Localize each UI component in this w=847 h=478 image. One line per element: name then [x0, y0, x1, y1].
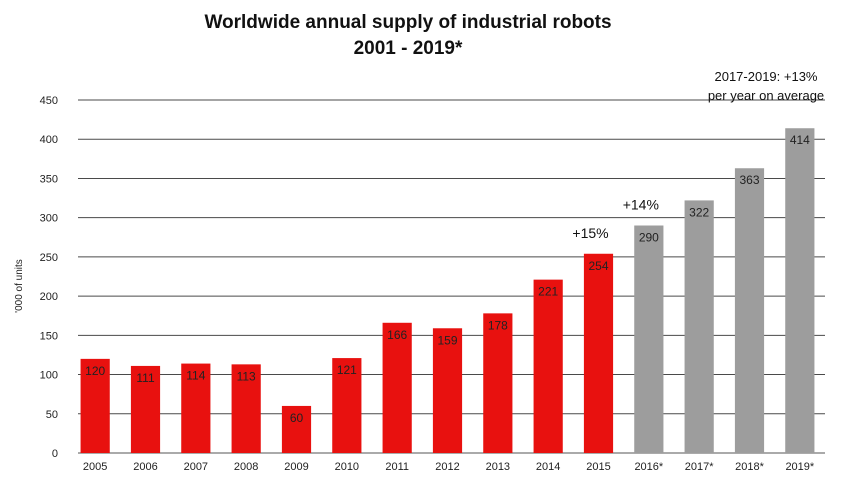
bar-2010	[332, 358, 362, 453]
y-tick-label: 400	[40, 134, 58, 146]
x-tick-label: 2011	[385, 461, 409, 473]
growth-annotation: +14%	[623, 197, 659, 213]
y-tick-labels: 0 50 100 150 200 250 300 350 400 450	[40, 95, 58, 460]
bar-2009	[281, 405, 312, 453]
chart-subtitle: 2001 - 2019*	[354, 38, 463, 59]
x-tick-label: 2019*	[785, 461, 814, 473]
x-tick-label: 2014	[536, 461, 560, 473]
data-label: 114	[186, 369, 205, 383]
y-axis-label: '000 of units	[14, 259, 25, 313]
data-label: 159	[437, 333, 457, 347]
x-tick-label: 2010	[335, 461, 359, 473]
data-label: 414	[790, 133, 810, 147]
bar-2008	[231, 364, 261, 453]
note-line-1: 2017-2019: +13%	[714, 69, 817, 84]
x-tick-label: 2008	[234, 461, 258, 473]
data-label: 120	[85, 364, 105, 378]
growth-annotation: +15%	[572, 225, 608, 241]
bar-2013	[483, 313, 513, 453]
y-tick-label: 350	[40, 173, 58, 185]
bar-2011	[382, 322, 412, 453]
annotations: +15% +14%	[572, 197, 659, 241]
x-tick-label: 2007	[184, 461, 208, 473]
data-label: 166	[387, 328, 407, 342]
bar-2018	[734, 168, 765, 453]
data-label: 121	[337, 363, 357, 377]
y-tick-label: 100	[40, 370, 58, 382]
bar-2012	[432, 328, 463, 453]
x-tick-label: 2016*	[634, 461, 663, 473]
x-tick-label: 2005	[83, 461, 107, 473]
x-tick-labels: 2005 2006 2007 2008 2009 2010 2011 2012 2013 2014…	[83, 461, 815, 473]
y-tick-label: 300	[40, 213, 58, 225]
data-label: 111	[136, 371, 155, 385]
chart-title: Worldwide annual supply of industrial ro…	[204, 12, 611, 33]
data-label: 363	[739, 173, 759, 187]
data-label: 221	[538, 285, 558, 299]
y-tick-label: 0	[52, 448, 58, 460]
data-labels: 120 111 114 113 60 121 166 159 178 221 254 290 322 36…	[85, 133, 810, 425]
x-tick-label: 2006	[133, 461, 157, 473]
y-tick-label: 150	[40, 330, 58, 342]
note-line-2: per year on average	[708, 88, 824, 103]
bar-2015	[583, 253, 614, 453]
data-label: 254	[588, 259, 608, 273]
y-tick-label: 250	[40, 252, 58, 264]
data-label: 113	[237, 369, 256, 383]
data-label: 290	[639, 231, 659, 245]
data-label: 322	[689, 205, 709, 219]
bar-2016	[634, 225, 664, 453]
y-tick-label: 450	[40, 95, 58, 107]
data-label: 178	[488, 318, 508, 332]
x-tick-label: 2012	[435, 461, 459, 473]
bar-2019	[785, 128, 815, 454]
y-tick-label: 200	[40, 291, 58, 303]
bar-2007	[181, 363, 211, 453]
y-tick-label: 50	[46, 409, 58, 421]
bar-2014	[533, 279, 563, 453]
bar-2005	[80, 358, 110, 453]
x-tick-label: 2017*	[685, 461, 714, 473]
x-tick-label: 2015	[586, 461, 610, 473]
x-tick-label: 2018*	[735, 461, 764, 473]
bar-2017	[684, 200, 714, 453]
bar-2006	[130, 365, 161, 453]
x-tick-label: 2009	[284, 461, 308, 473]
x-tick-label: 2013	[486, 461, 510, 473]
bars	[80, 128, 815, 454]
data-label: 60	[290, 411, 304, 425]
